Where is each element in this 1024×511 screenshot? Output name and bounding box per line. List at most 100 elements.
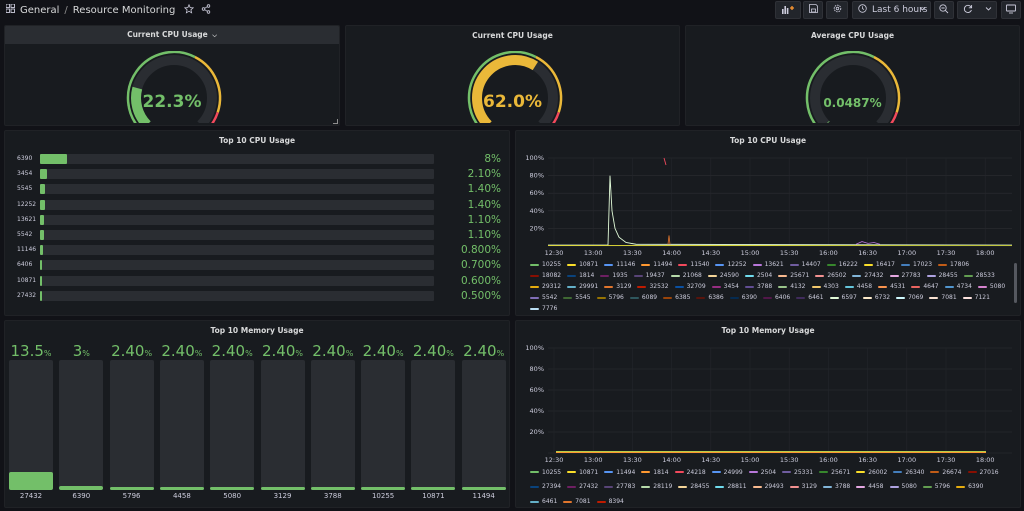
gauge-panel-current-cpu-2[interactable]: Current CPU Usage 62.0%: [345, 25, 680, 126]
legend-item[interactable]: 2504: [744, 272, 772, 279]
legend-item[interactable]: 11146: [604, 261, 635, 268]
star-icon[interactable]: [184, 3, 195, 17]
legend-item[interactable]: 5796: [596, 294, 624, 301]
save-button[interactable]: [803, 1, 823, 19]
legend-item[interactable]: 5796: [922, 482, 950, 493]
legend-item[interactable]: 4531: [878, 283, 905, 290]
legend-item[interactable]: 21068: [670, 272, 702, 279]
panel-title[interactable]: Current CPU Usage ⌵: [5, 26, 339, 44]
legend-item[interactable]: 6390: [729, 294, 757, 301]
legend-item[interactable]: 27432: [852, 272, 884, 279]
legend-item[interactable]: 24218: [674, 467, 706, 478]
gauge-panel-current-cpu-1[interactable]: Current CPU Usage ⌵ 22.3%: [4, 25, 340, 126]
cpu-bar-gauge-panel[interactable]: Top 10 CPU Usage 6390 8% 3454 2.10% 5545 1…: [4, 130, 510, 316]
legend-item[interactable]: 28811: [715, 482, 747, 493]
legend-item[interactable]: 3788: [744, 283, 772, 290]
legend-item[interactable]: 11540: [678, 261, 709, 268]
legend-item[interactable]: 5542: [530, 294, 557, 301]
legend-item[interactable]: 4734: [944, 283, 972, 290]
legend-item[interactable]: 19437: [633, 272, 665, 279]
legend-item[interactable]: 26502: [815, 272, 846, 279]
legend-item[interactable]: 27783: [889, 272, 921, 279]
legend-item[interactable]: 1935: [600, 272, 628, 279]
legend-item[interactable]: 6385: [663, 294, 690, 301]
legend-item[interactable]: 3788: [822, 482, 850, 493]
legend-item[interactable]: 29991: [567, 283, 598, 290]
legend-item[interactable]: 24590: [707, 272, 739, 279]
legend-item[interactable]: 1814: [567, 272, 594, 279]
legend-item[interactable]: 28119: [641, 482, 672, 493]
legend-item[interactable]: 3129: [604, 283, 631, 290]
legend-item[interactable]: 26340: [893, 467, 924, 478]
legend-item[interactable]: 11494: [604, 467, 635, 478]
legend-item[interactable]: 7081: [929, 294, 957, 301]
legend-item[interactable]: 29493: [752, 482, 784, 493]
legend-item[interactable]: 26002: [856, 467, 887, 478]
legend-item[interactable]: 6390: [956, 482, 983, 493]
legend-item[interactable]: 4303: [811, 283, 839, 290]
grid-icon[interactable]: [5, 3, 15, 16]
legend-item[interactable]: 6461: [796, 294, 824, 301]
legend-item[interactable]: 1814: [641, 467, 669, 478]
refresh-button[interactable]: [957, 1, 997, 19]
legend-item[interactable]: 5545: [563, 294, 591, 301]
add-panel-button[interactable]: [775, 1, 801, 19]
share-icon[interactable]: [201, 3, 211, 17]
memory-timeseries-panel[interactable]: Top 10 Memory Usage 100% 80% 60% 40% 20% 12:3…: [515, 320, 1021, 508]
legend-item[interactable]: 6732: [862, 294, 890, 301]
legend-item[interactable]: 12252: [715, 261, 747, 268]
legend-item[interactable]: 27432: [567, 482, 598, 493]
legend-item[interactable]: 14407: [789, 261, 821, 268]
legend-item[interactable]: 16417: [863, 261, 895, 268]
legend-item[interactable]: 29312: [530, 283, 561, 290]
legend-item[interactable]: 5080: [977, 283, 1005, 290]
legend-item[interactable]: 3454: [711, 283, 739, 290]
dashboard-title[interactable]: Resource Monitoring: [72, 4, 176, 16]
legend-item[interactable]: 13621: [752, 261, 784, 268]
legend-item[interactable]: 24999: [711, 467, 743, 478]
legend-item[interactable]: 17806: [938, 261, 969, 268]
zoom-out-button[interactable]: [934, 1, 954, 19]
legend-item[interactable]: 3129: [789, 482, 817, 493]
legend-item[interactable]: 28533: [963, 272, 995, 279]
legend-item[interactable]: 5080: [889, 482, 917, 493]
legend-item[interactable]: 7081: [563, 496, 591, 507]
legend-item[interactable]: 4132: [778, 283, 806, 290]
legend-item[interactable]: 4647: [911, 283, 939, 290]
legend-item[interactable]: 6461: [530, 496, 557, 507]
legend-item[interactable]: 6089: [629, 294, 657, 301]
legend-item[interactable]: 2504: [748, 467, 776, 478]
time-range-picker[interactable]: Last 6 hours: [852, 1, 931, 19]
legend-scrollbar[interactable]: [1014, 263, 1017, 303]
legend-item[interactable]: 10871: [567, 467, 598, 478]
cpu-timeseries-panel[interactable]: Top 10 CPU Usage 100% 80% 60% 40% 20% 12:30 13…: [515, 130, 1021, 316]
breadcrumb-folder[interactable]: General: [20, 4, 60, 16]
settings-button[interactable]: [826, 1, 848, 19]
legend-item[interactable]: 4458: [844, 283, 872, 290]
memory-timeseries-chart[interactable]: 100% 80% 60% 40% 20% 12:30 13:00 13:30 14:00 14:3…: [516, 341, 1021, 463]
legend-item[interactable]: 8394: [596, 496, 624, 507]
legend-item[interactable]: 28455: [678, 482, 709, 493]
legend-item[interactable]: 27016: [967, 467, 999, 478]
legend-item[interactable]: 25331: [782, 467, 813, 478]
legend-item[interactable]: 32709: [674, 283, 706, 290]
legend-item[interactable]: 25671: [778, 272, 809, 279]
legend-item[interactable]: 16222: [826, 261, 858, 268]
gauge-panel-average-cpu[interactable]: Average CPU Usage 0.0487%: [685, 25, 1020, 126]
legend-item[interactable]: 6406: [762, 294, 790, 301]
cpu-timeseries-chart[interactable]: 100% 80% 60% 40% 20% 12:30 13:00 13:30 14:00 14:3…: [516, 151, 1021, 261]
legend-item[interactable]: 7069: [896, 294, 923, 301]
legend-item[interactable]: 4458: [856, 482, 884, 493]
legend-item[interactable]: 27394: [530, 482, 561, 493]
legend-item[interactable]: 25671: [819, 467, 850, 478]
resize-handle-icon[interactable]: [333, 119, 338, 124]
tv-mode-button[interactable]: [1001, 1, 1021, 19]
legend-item[interactable]: 27783: [604, 482, 635, 493]
legend-item[interactable]: 6597: [829, 294, 857, 301]
legend-item[interactable]: 10871: [567, 261, 598, 268]
legend-item[interactable]: 32532: [637, 283, 669, 290]
legend-item[interactable]: 7121: [962, 294, 990, 301]
legend-item[interactable]: 6386: [696, 294, 724, 301]
legend-item[interactable]: 17023: [900, 261, 932, 268]
legend-item[interactable]: 28455: [926, 272, 958, 279]
